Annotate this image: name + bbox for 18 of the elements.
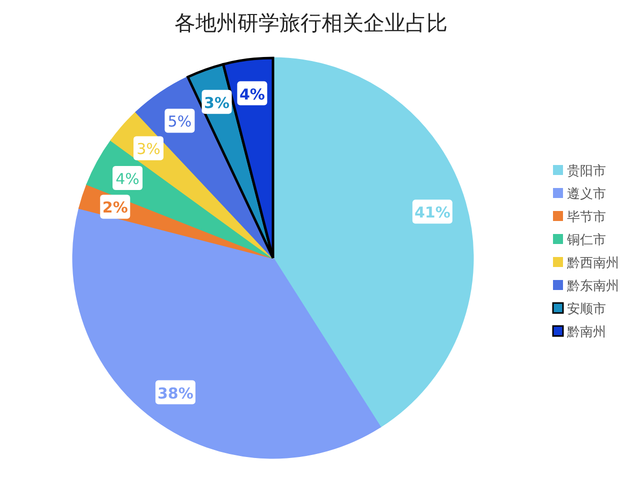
legend-label: 铜仁市 (566, 233, 606, 248)
pie-slice (272, 57, 474, 428)
data-label: 2% (102, 198, 128, 217)
legend-label: 安顺市 (567, 301, 606, 317)
legend-label: 黔东南州 (566, 279, 619, 294)
legend-label: 毕节市 (567, 210, 606, 225)
data-label: 38% (157, 384, 194, 402)
data-label: 4% (239, 85, 265, 104)
legend-label: 黔南州 (566, 325, 606, 340)
data-label: 5% (168, 112, 192, 131)
legend-label: 贵阳市 (567, 164, 606, 179)
legend-label: 黔西南州 (566, 256, 619, 271)
data-label: 4% (116, 170, 140, 188)
data-label: 3% (204, 94, 230, 112)
legend-label: 遵义市 (567, 186, 606, 202)
data-label: 3% (136, 140, 160, 158)
chart-title: 各地州研学旅行相关企业占比 (174, 11, 448, 35)
data-label: 41% (414, 204, 450, 222)
